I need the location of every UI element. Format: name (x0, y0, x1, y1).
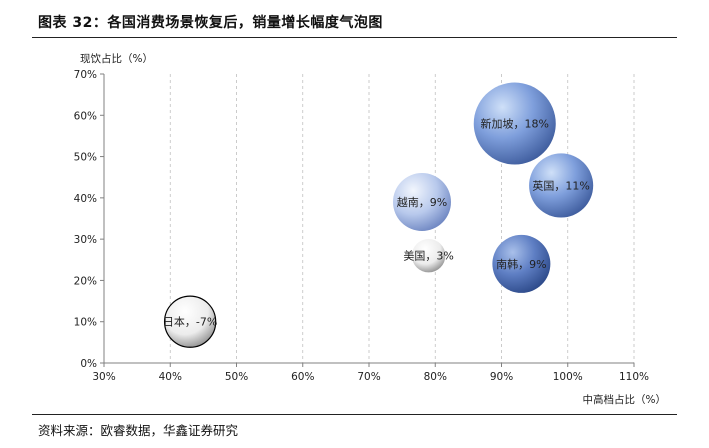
grid-lines (169, 74, 635, 363)
y-tick-label: 0% (80, 358, 97, 370)
x-tick-label: 90% (490, 371, 513, 383)
bubble-label: 南韩，9% (496, 257, 546, 271)
bubble (529, 153, 594, 218)
source-note: 资料来源：欧睿数据，华鑫证券研究 (38, 423, 239, 438)
bubble-label: 新加坡，18% (481, 117, 549, 131)
x-tick-label: 100% (553, 371, 583, 383)
y-axis-title: 现饮占比（%） (80, 52, 153, 65)
x-tick-label: 50% (225, 371, 248, 383)
y-tick-label: 10% (74, 317, 97, 329)
bubble-label: 越南，9% (397, 195, 447, 209)
bubble (393, 172, 451, 231)
title-rule (32, 37, 677, 38)
source-rule (32, 414, 677, 415)
bubble (473, 82, 556, 165)
y-tick-label: 70% (74, 69, 97, 81)
y-tick-label: 20% (74, 275, 97, 287)
y-tick-label: 60% (74, 110, 97, 122)
tick-labels: 30% 40% 50% 60% 70% 80% 90% 100% 110% 0% 10% 20% 30%… (74, 69, 649, 383)
bubble-label: 日本，-7% (163, 315, 217, 329)
x-tick-label: 80% (424, 371, 447, 383)
x-tick-label: 110% (619, 371, 649, 383)
bubble-label: 美国，3% (403, 250, 453, 263)
bubbles (163, 82, 594, 348)
bubble (411, 238, 446, 273)
bubble-label: 英国，11% (532, 178, 589, 192)
bubble-chart: 现饮占比（%） 中高档占比（%） 30% 40% 50% 60% 70% 80% 90% 10… (74, 52, 666, 406)
x-tick-label: 70% (357, 371, 380, 383)
x-tick-label: 40% (159, 371, 182, 383)
bubble (163, 295, 217, 348)
bubble-labels: 新加坡，18% 英国，11% 越南，9% 南韩，9% 日本，-7% 美国，3% (163, 117, 590, 329)
x-axis-title: 中高档占比（%） (583, 393, 666, 406)
axes (100, 73, 635, 367)
x-tick-label: 30% (92, 371, 115, 383)
bubble (492, 234, 551, 293)
x-tick-label: 60% (291, 371, 314, 383)
y-tick-label: 40% (74, 193, 97, 205)
y-tick-label: 50% (74, 152, 97, 164)
y-tick-label: 30% (74, 234, 97, 246)
figure-title: 图表 32：各国消费场景恢复后，销量增长幅度气泡图 (38, 15, 383, 31)
